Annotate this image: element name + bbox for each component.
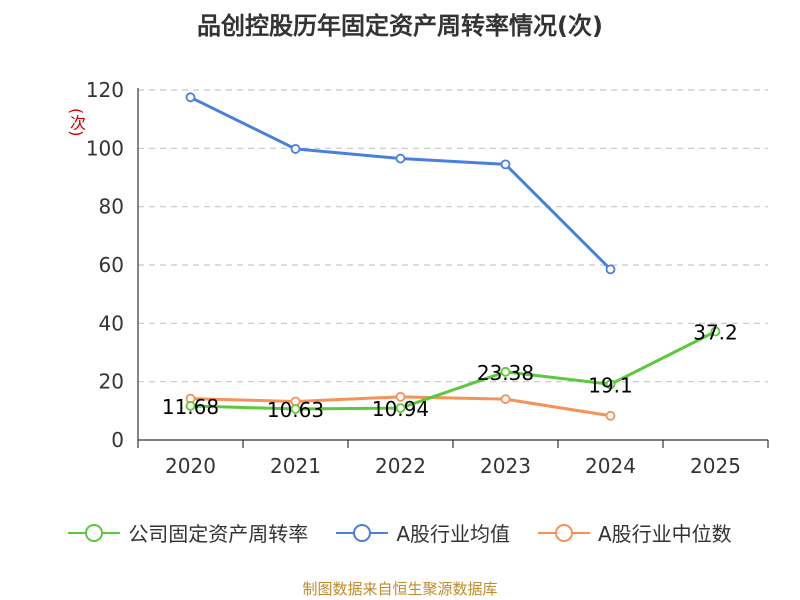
y-tick-label: 0 — [111, 428, 124, 452]
legend-label: 公司固定资产周转率 — [128, 522, 309, 546]
y-tick-label: 60 — [99, 253, 124, 277]
y-tick-label: 80 — [99, 195, 124, 219]
data-point — [185, 401, 196, 411]
data-point — [710, 326, 721, 337]
data-point — [605, 379, 616, 390]
x-tick-label: 2021 — [270, 454, 321, 478]
legend-line-circle-icon — [68, 523, 121, 542]
y-tick-label: 120 — [86, 78, 124, 102]
y-tick-label: 20 — [99, 370, 124, 394]
x-tick-label: 2022 — [375, 454, 426, 478]
data-label: 23.38 — [477, 361, 534, 385]
data-point — [395, 153, 406, 164]
data-point — [290, 404, 301, 414]
x-tick-label: 2024 — [585, 454, 636, 478]
data-point — [605, 410, 616, 421]
chart-title: 品创控股历年固定资产周转率情况(次) — [197, 12, 603, 40]
legend-line-circle-icon — [336, 523, 389, 542]
x-tick-label: 2023 — [480, 454, 531, 478]
legend-label: A股行业均值 — [396, 522, 510, 546]
data-point — [395, 403, 406, 413]
data-label: 10.94 — [372, 397, 429, 421]
data-point — [500, 159, 511, 170]
data-label: 37.2 — [693, 321, 738, 345]
data-point — [605, 264, 616, 275]
y-axis-label: (次) — [67, 108, 86, 137]
legend-item-industry-mean[interactable]: A股行业均值 — [336, 518, 510, 547]
legend-item-industry-median[interactable]: A股行业中位数 — [538, 518, 732, 547]
data-label: 11.68 — [162, 395, 219, 419]
legend-item-company[interactable]: 公司固定资产周转率 — [68, 518, 308, 547]
x-tick-label: 2020 — [165, 454, 216, 478]
data-point — [185, 92, 196, 103]
y-tick-label: 100 — [86, 136, 124, 160]
y-tick-label: 40 — [99, 311, 124, 335]
data-label: 19.1 — [588, 373, 633, 397]
x-tick-label: 2025 — [690, 454, 741, 478]
data-point — [500, 394, 511, 405]
source-note: 制图数据来自恒生聚源数据库 — [302, 580, 498, 598]
legend: 公司固定资产周转率 A股行业均值 A股行业中位数 — [0, 518, 800, 547]
data-point — [395, 391, 406, 402]
series-line-1 — [189, 95, 612, 271]
legend-line-circle-icon — [538, 523, 590, 542]
legend-label: A股行业中位数 — [598, 522, 732, 546]
data-point — [290, 144, 301, 154]
data-point — [500, 366, 511, 377]
series-line-0 — [190, 330, 717, 411]
data-label: 10.63 — [267, 398, 324, 422]
